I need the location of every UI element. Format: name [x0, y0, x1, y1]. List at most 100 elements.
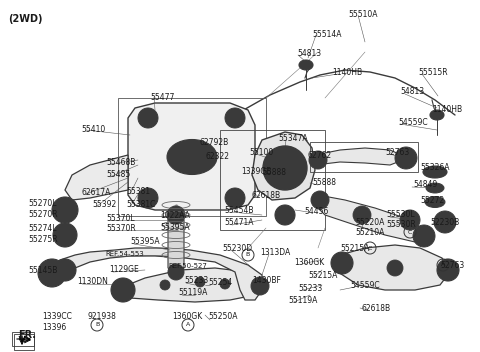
Text: 55220A: 55220A — [355, 218, 384, 227]
Circle shape — [138, 108, 158, 128]
Text: 62792B: 62792B — [200, 138, 229, 147]
Ellipse shape — [430, 110, 444, 120]
Text: 55395A: 55395A — [130, 237, 160, 246]
Text: 55270L: 55270L — [28, 199, 57, 208]
Ellipse shape — [302, 63, 310, 68]
Text: REF.50-527: REF.50-527 — [168, 263, 207, 269]
Text: 55233: 55233 — [298, 284, 322, 293]
Text: 55254: 55254 — [208, 278, 232, 287]
Text: 1360GK: 1360GK — [172, 312, 202, 321]
Polygon shape — [120, 268, 262, 302]
Text: 55454B: 55454B — [224, 206, 253, 215]
Text: 1339GB: 1339GB — [241, 167, 271, 176]
Circle shape — [138, 188, 158, 208]
Text: 54456: 54456 — [304, 207, 328, 216]
Ellipse shape — [426, 183, 444, 193]
Text: 55485: 55485 — [106, 170, 130, 179]
Circle shape — [59, 229, 71, 241]
Text: 52230B: 52230B — [430, 218, 459, 227]
Bar — [12, 332, 34, 346]
Text: 1313DA: 1313DA — [260, 248, 290, 257]
Text: 921938: 921938 — [87, 312, 116, 321]
Text: 62618B: 62618B — [251, 191, 280, 200]
Text: C: C — [368, 245, 372, 251]
Text: 52763: 52763 — [440, 261, 464, 270]
Text: 52763: 52763 — [385, 148, 409, 157]
Text: 55347A: 55347A — [278, 134, 308, 143]
Text: 54813: 54813 — [400, 87, 424, 96]
Text: 55370L: 55370L — [106, 214, 134, 223]
Text: 55119A: 55119A — [288, 296, 317, 305]
Text: B: B — [95, 322, 99, 327]
Text: 55888: 55888 — [262, 168, 286, 177]
Polygon shape — [65, 155, 128, 200]
Text: 55530L: 55530L — [386, 210, 415, 219]
Polygon shape — [128, 103, 255, 210]
Circle shape — [58, 203, 72, 217]
Circle shape — [167, 206, 185, 224]
Circle shape — [413, 225, 435, 247]
Polygon shape — [338, 245, 450, 290]
Circle shape — [225, 188, 245, 208]
Text: 1022AA: 1022AA — [160, 211, 190, 220]
Ellipse shape — [183, 151, 201, 163]
Text: 55370R: 55370R — [106, 224, 136, 233]
Circle shape — [143, 113, 153, 123]
Text: 55326A: 55326A — [420, 163, 449, 172]
Polygon shape — [50, 248, 262, 300]
Text: 54849: 54849 — [413, 180, 437, 189]
Circle shape — [230, 113, 240, 123]
Text: 55215A: 55215A — [308, 271, 337, 280]
Circle shape — [38, 259, 66, 287]
Circle shape — [311, 191, 329, 209]
Circle shape — [53, 223, 77, 247]
Bar — [220, 130, 325, 230]
Circle shape — [143, 193, 153, 203]
Text: 55145B: 55145B — [28, 266, 58, 275]
Text: C: C — [408, 230, 412, 234]
Text: 55381C: 55381C — [126, 200, 156, 209]
Text: REF.54-553: REF.54-553 — [105, 251, 144, 257]
Circle shape — [434, 211, 456, 233]
Text: 1129GE: 1129GE — [109, 265, 139, 274]
Circle shape — [275, 205, 295, 225]
Circle shape — [263, 146, 307, 190]
Text: 55514A: 55514A — [312, 30, 341, 39]
Text: 55272: 55272 — [420, 196, 444, 205]
Circle shape — [111, 278, 135, 302]
Text: 1130DN: 1130DN — [77, 277, 108, 286]
Text: 62617A: 62617A — [81, 188, 110, 197]
Circle shape — [54, 259, 76, 281]
Text: 1430BF: 1430BF — [252, 276, 281, 285]
Circle shape — [271, 154, 299, 182]
Text: 55381: 55381 — [126, 187, 150, 196]
Circle shape — [387, 260, 403, 276]
Text: 62762: 62762 — [308, 151, 332, 160]
Ellipse shape — [175, 146, 209, 168]
Text: FR.: FR. — [18, 330, 36, 340]
Circle shape — [336, 257, 348, 269]
Text: 54813: 54813 — [297, 49, 321, 58]
Circle shape — [195, 277, 205, 287]
Text: 13396: 13396 — [42, 323, 66, 332]
Text: 55471A: 55471A — [224, 218, 253, 227]
Circle shape — [278, 161, 292, 175]
Text: 1140HB: 1140HB — [432, 105, 462, 114]
Text: 55410: 55410 — [81, 125, 105, 134]
Text: 54559C: 54559C — [350, 281, 380, 290]
Text: 55395A: 55395A — [160, 223, 190, 232]
Text: 62322: 62322 — [205, 152, 229, 161]
Text: 1140HB: 1140HB — [332, 68, 362, 77]
Bar — [118, 98, 266, 216]
Text: 55392: 55392 — [92, 200, 116, 209]
Ellipse shape — [428, 169, 442, 176]
Text: 55215A: 55215A — [340, 244, 370, 253]
Circle shape — [439, 216, 451, 228]
Circle shape — [405, 215, 415, 225]
Circle shape — [442, 264, 454, 276]
Text: (2WD): (2WD) — [8, 14, 43, 24]
Ellipse shape — [167, 139, 217, 175]
Polygon shape — [168, 215, 184, 272]
Text: 55468B: 55468B — [106, 158, 135, 167]
Text: 55100: 55100 — [249, 148, 273, 157]
